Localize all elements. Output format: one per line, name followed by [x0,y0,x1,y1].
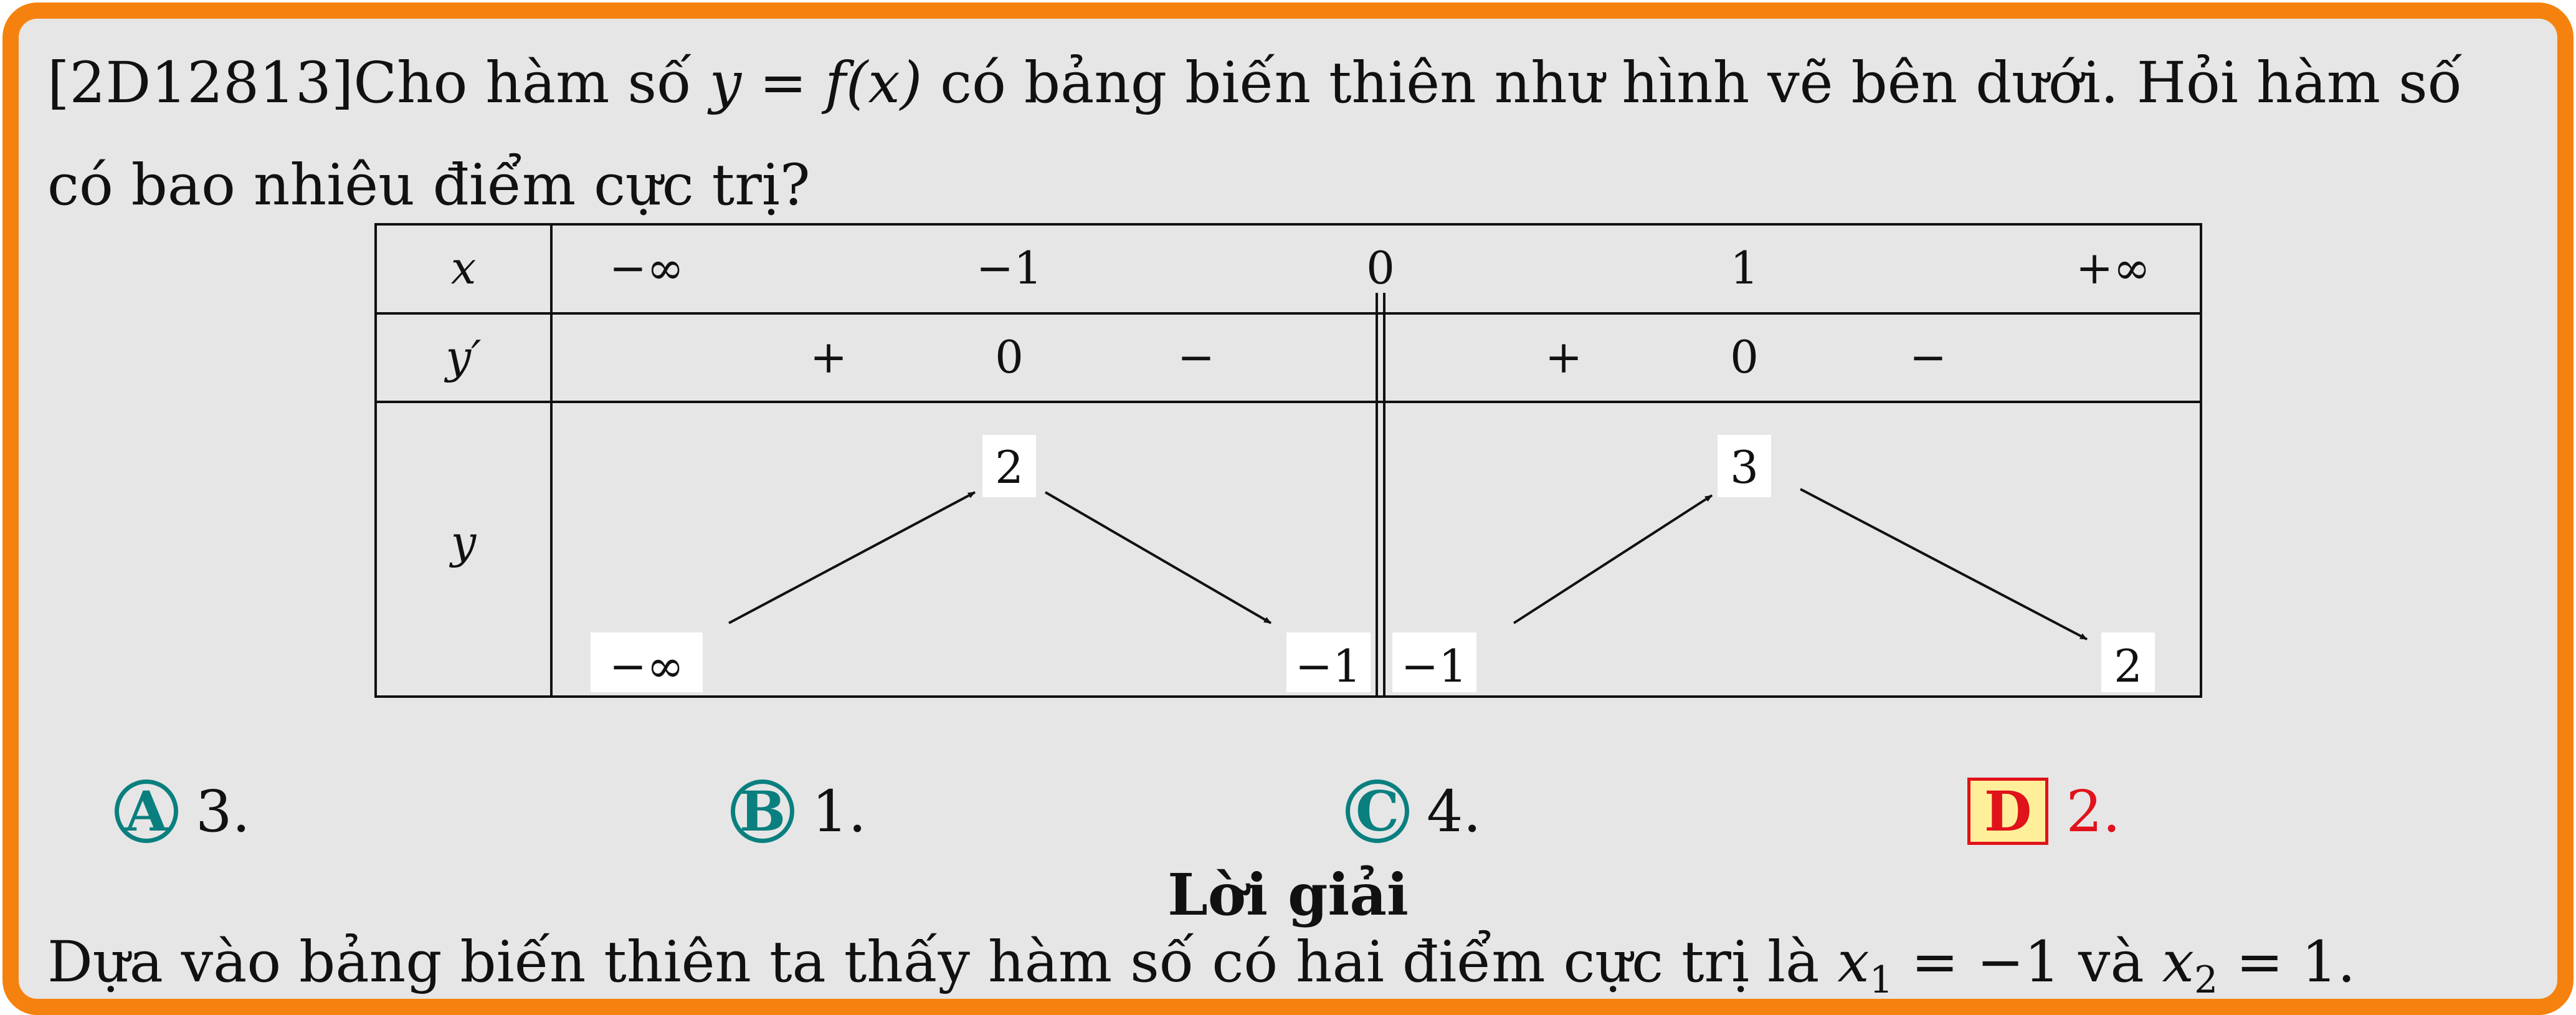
row-label-y: y [449,516,477,568]
increasing-arrow [1513,494,1713,624]
x-value: −1 [976,242,1042,294]
question-text: [2D12813]Cho hàm số y = f(x) có bảng biế… [47,32,2545,237]
derivative-sign: + [1545,331,1582,383]
y-value: 2 [995,441,1024,493]
derivative-sign: + [810,331,847,383]
derivative-sign: 0 [995,331,1024,383]
choice-b[interactable]: B 1. [731,768,867,855]
solution-x2: x [2162,930,2194,995]
solution-title: Lời giải [1167,861,1409,928]
question-code: [2D12813] [47,50,354,116]
choice-d-correct[interactable]: D 2. [1967,768,2121,855]
question-text-before: Cho hàm số [353,50,710,116]
choice-a-text: 3. [196,778,250,845]
decreasing-arrow [1044,491,1272,624]
choice-d-letter: D [1967,778,2049,845]
decreasing-arrow [1800,488,2088,641]
solution-and: và [2060,930,2162,995]
choice-a[interactable]: A 3. [115,768,250,855]
question-math: y = f(x) [709,50,923,116]
y-value-box [1392,632,1476,692]
choice-d-text: 2. [2066,778,2121,845]
choice-b-letter: B [731,779,794,844]
derivative-sign: − [1909,331,1947,383]
solution-text: Dựa vào bảng biến thiên ta thấy hàm số c… [47,930,2355,1002]
row-label-x: x [451,242,477,294]
answer-choices: A 3. B 1. C 4. D 2. [19,768,2557,855]
derivative-sign: 0 [1730,331,1759,383]
y-value-box [2101,632,2155,692]
derivative-sign: − [1177,331,1215,383]
y-value: 3 [1730,441,1759,493]
choice-c-letter: C [1346,779,1409,844]
increasing-arrow [728,491,976,624]
row-label-y-prime: y′ [444,331,481,383]
x-value: 1 [1730,242,1759,294]
x-value: −∞ [609,242,684,294]
y-value: −1 [1295,640,1361,692]
solution-x1-eq: = −1 [1893,930,2061,995]
choice-b-text: 1. [812,778,867,845]
variation-table: x y′ y −∞ −1 0 1 +∞ + 0 − + 0 − −∞ 2 −1 … [374,223,2202,698]
x-value: 0 [1366,242,1395,294]
solution-x2-eq: = 1. [2218,930,2356,995]
solution-x1-sub: 1 [1869,958,1893,1002]
y-value-box [591,632,703,692]
y-value-box [982,435,1036,497]
solution-x2-sub: 2 [2193,958,2218,1002]
solution-text-before: Dựa vào bảng biến thiên ta thấy hàm số c… [47,930,1838,995]
solution-x1: x [1837,930,1870,995]
y-value-box [1286,632,1371,692]
y-value-box [1718,435,1771,497]
x-value: +∞ [2076,242,2151,294]
y-value: 2 [2114,640,2142,692]
choice-c[interactable]: C 4. [1346,768,1481,855]
choice-a-letter: A [115,779,178,844]
choice-c-text: 4. [1427,778,1481,845]
y-value: −∞ [609,640,684,692]
table-frame [374,223,2202,698]
question-text-after: có bảng biến thiên như hình vẽ bên dưới.… [47,50,2463,218]
y-value: −1 [1401,640,1467,692]
